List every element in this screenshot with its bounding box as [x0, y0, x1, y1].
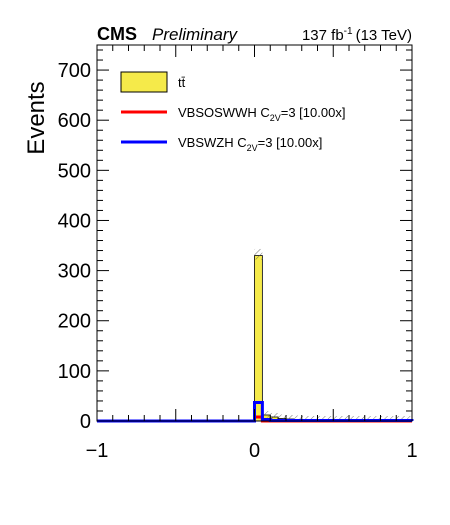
histogram-bars — [97, 248, 414, 423]
y-tick-label-0: 0 — [80, 411, 91, 433]
status-label: Preliminary — [152, 25, 239, 44]
y-tick-label-400: 400 — [58, 210, 91, 232]
x-tick-label-1: 1 — [406, 440, 417, 462]
ttbar-bar-1 — [254, 255, 263, 422]
luminosity-label: 137 fb-1 (13 TeV) — [302, 26, 412, 44]
legend-label-base: tt̄ — [178, 75, 186, 90]
lumi-value: 137 fb — [302, 27, 344, 44]
y-tick-label-500: 500 — [58, 160, 91, 182]
legend-label-1: VBSOSWWH C2V=3 [10.00x] — [178, 105, 345, 123]
legend-label-suffix: =3 [10.00x] — [281, 105, 346, 120]
ttbar-uncertainty-5 — [286, 414, 294, 422]
ttbar-uncertainty-2 — [262, 410, 271, 418]
cms-header: CMS Preliminary 137 fb-1 (13 TeV) — [97, 24, 412, 44]
y-tick-label-600: 600 — [58, 110, 91, 132]
legend: tt̄VBSOSWWH C2V=3 [10.00x]VBSWZH C2V=3 [… — [120, 71, 345, 153]
lumi-energy: (13 TeV) — [356, 27, 412, 44]
y-axis-title: Events — [23, 81, 50, 154]
legend-label-0: tt̄ — [178, 75, 186, 90]
legend-label-2: VBSWZH C2V=3 [10.00x] — [178, 135, 322, 153]
y-tick-label-200: 200 — [58, 311, 91, 333]
x-tick-label-0: 0 — [249, 440, 260, 462]
ttbar-uncertainty-3 — [270, 412, 279, 420]
y-tick-label-300: 300 — [58, 261, 91, 283]
legend-label-sub: 2V — [247, 143, 258, 153]
x-tick-label--1: −1 — [86, 440, 109, 462]
legend-label-base: VBSOSWWH C — [178, 105, 270, 120]
legend-swatch-0 — [120, 71, 168, 93]
legend-label-suffix: =3 [10.00x] — [258, 135, 323, 150]
y-tick-label-100: 100 — [58, 361, 91, 383]
y-tick-label-700: 700 — [58, 60, 91, 82]
experiment-label: CMS — [97, 24, 137, 44]
axes: 0 100 200 300 400 500 600 700 −1 0 1 — [58, 45, 418, 462]
ttbar-uncertainty-4 — [278, 414, 286, 421]
ttbar-uncertainty-1 — [254, 248, 263, 260]
lumi-exponent: -1 — [344, 26, 353, 37]
legend-label-sub: 2V — [270, 113, 281, 123]
legend-label-base: VBSWZH C — [178, 135, 247, 150]
ttbar-uncertainty-6 — [293, 415, 302, 422]
